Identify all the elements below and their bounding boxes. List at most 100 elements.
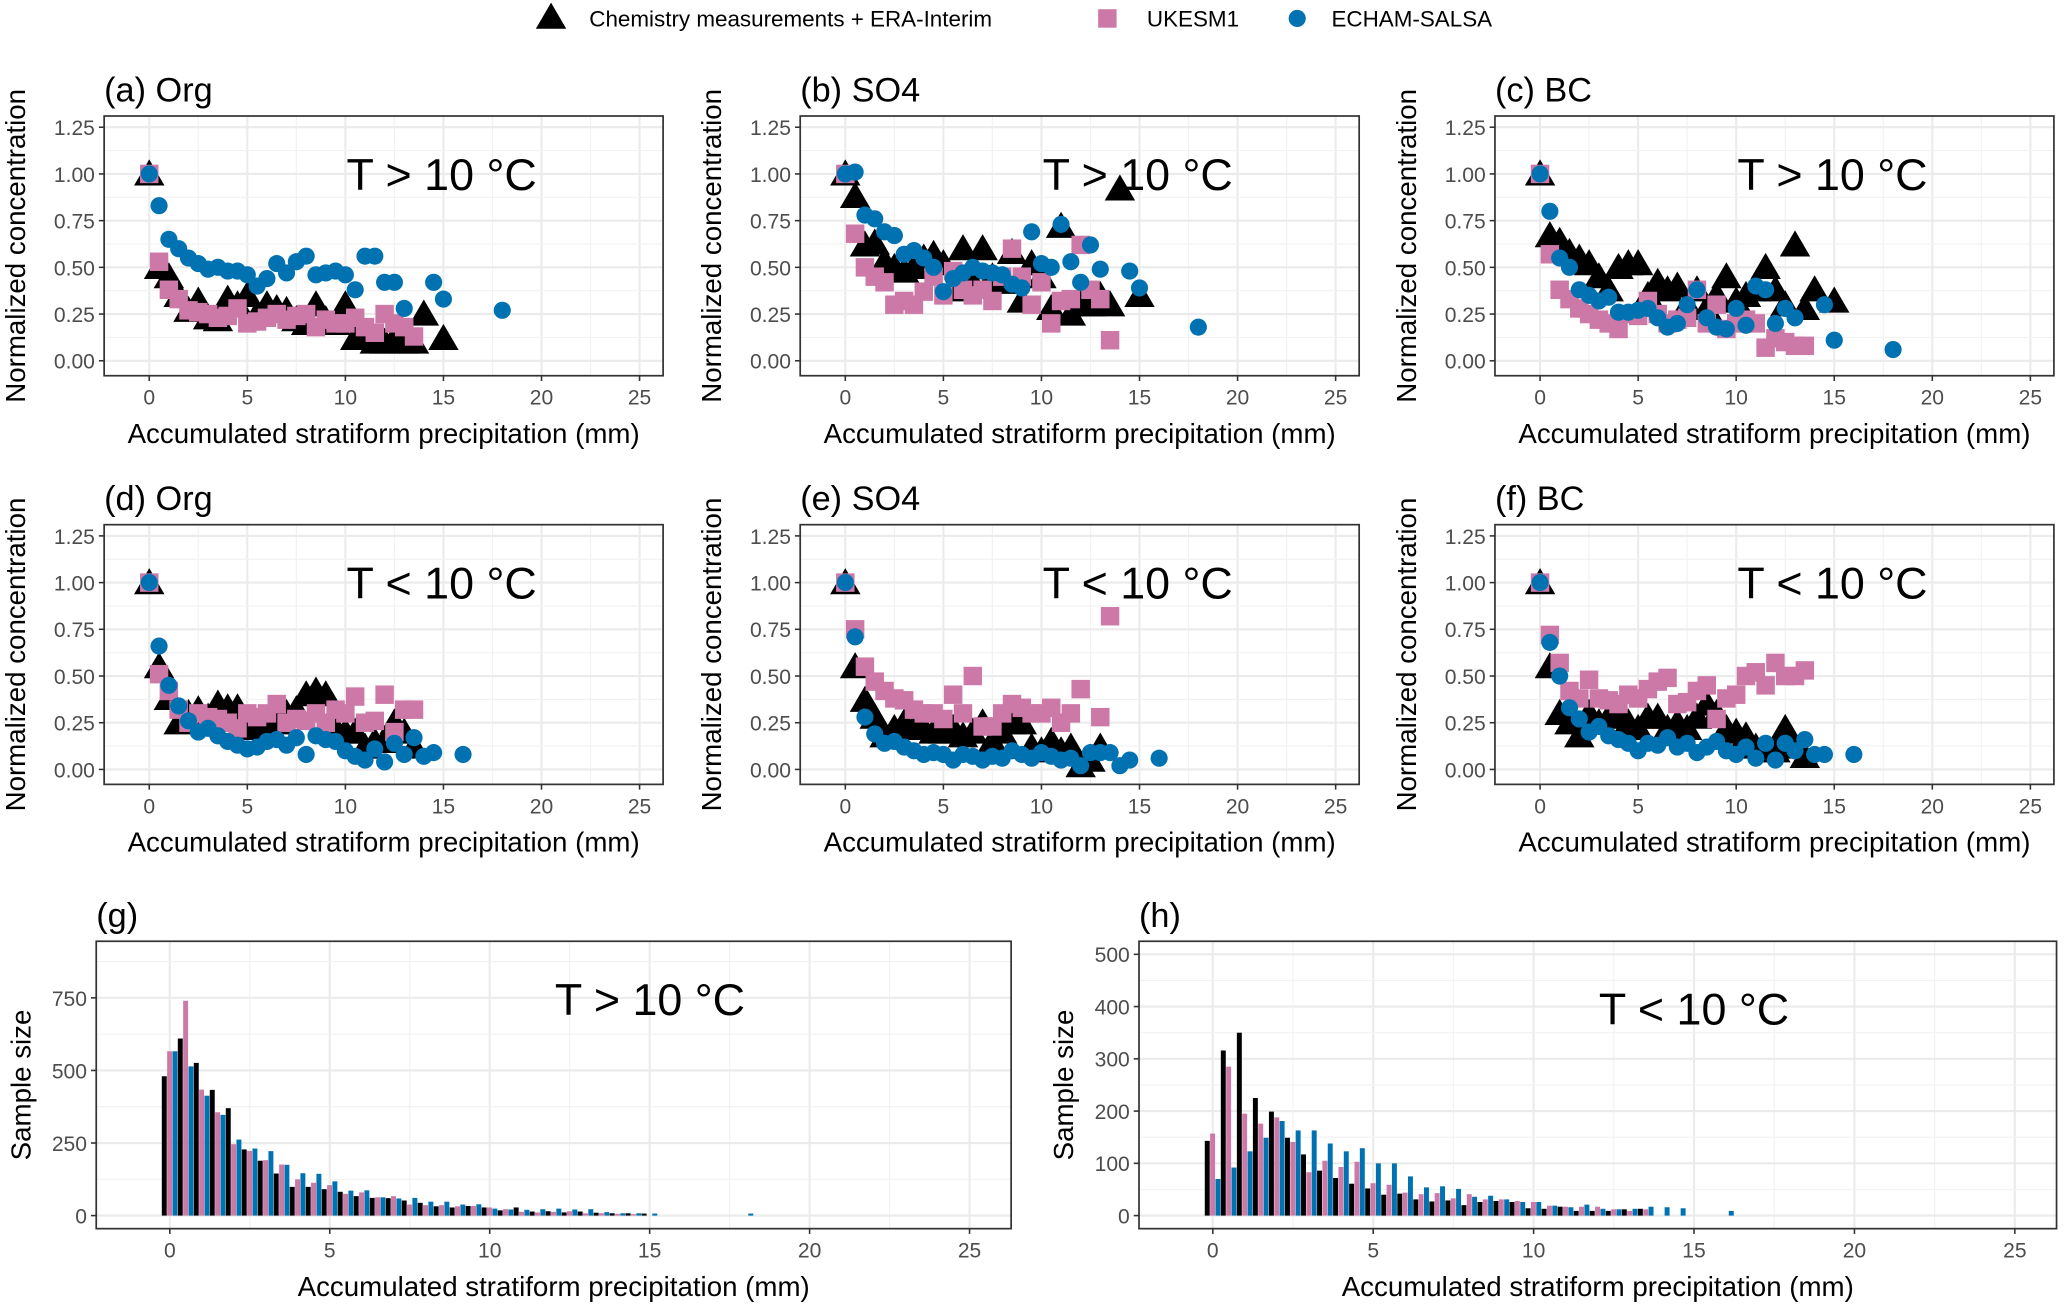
data-point bbox=[434, 290, 453, 308]
data-point bbox=[1795, 661, 1815, 680]
y-tick-label: 1.00 bbox=[1445, 164, 1486, 187]
data-point bbox=[366, 247, 384, 265]
bar bbox=[348, 1190, 354, 1216]
bar bbox=[593, 1212, 599, 1216]
data-point bbox=[179, 712, 198, 730]
data-point bbox=[1766, 751, 1784, 769]
bar bbox=[321, 1189, 327, 1216]
bar bbox=[465, 1206, 471, 1216]
bar bbox=[1611, 1209, 1617, 1216]
bar bbox=[220, 1114, 226, 1216]
bar bbox=[567, 1211, 572, 1216]
data-point bbox=[258, 269, 276, 288]
data-point bbox=[1727, 299, 1745, 318]
y-tick-label: 1.00 bbox=[750, 573, 791, 596]
bar bbox=[1509, 1202, 1515, 1216]
x-tick-label: 25 bbox=[1324, 387, 1347, 410]
bar bbox=[385, 1198, 391, 1216]
x-tick-label: 0 bbox=[1207, 1240, 1219, 1263]
data-point bbox=[855, 657, 875, 676]
x-tick-label: 10 bbox=[1030, 795, 1053, 818]
data-point bbox=[1052, 215, 1070, 233]
bar bbox=[268, 1151, 274, 1216]
x-tick-label: 5 bbox=[938, 387, 950, 410]
legend-label: ECHAM-SALSA bbox=[1331, 6, 1492, 31]
y-axis-title: Normalized concentration bbox=[1391, 89, 1422, 403]
x-tick-label: 0 bbox=[143, 795, 155, 818]
bar bbox=[1573, 1210, 1579, 1216]
bar bbox=[1488, 1195, 1494, 1216]
panel-h: 0 5 10 15 20 25 0 100 200 300 400 500 Accumulated st… bbox=[1048, 897, 2058, 1302]
bar bbox=[1274, 1117, 1280, 1216]
bar bbox=[572, 1209, 578, 1216]
data-point bbox=[1707, 295, 1726, 314]
bar bbox=[337, 1191, 343, 1216]
data-point bbox=[1795, 336, 1815, 356]
y-tick-label: 0.50 bbox=[54, 666, 95, 689]
bar bbox=[519, 1211, 524, 1216]
x-tick-label: 15 bbox=[1823, 795, 1846, 818]
y-tick-label: 300 bbox=[1095, 1049, 1130, 1072]
data-point bbox=[1531, 165, 1549, 183]
plot-border bbox=[1494, 115, 2055, 377]
bar bbox=[417, 1202, 423, 1216]
y-tick-label: 0.50 bbox=[1445, 257, 1486, 280]
bar bbox=[1546, 1205, 1552, 1216]
data-marks bbox=[830, 568, 1168, 778]
data-point bbox=[385, 273, 403, 291]
plot-border bbox=[103, 115, 664, 377]
data-point bbox=[856, 708, 874, 726]
bar bbox=[476, 1204, 482, 1216]
bar bbox=[407, 1204, 413, 1216]
bar bbox=[1450, 1198, 1456, 1216]
bar bbox=[1413, 1199, 1419, 1216]
bar bbox=[641, 1213, 647, 1216]
series-echam-salsa bbox=[140, 165, 511, 319]
y-tick-label: 250 bbox=[52, 1133, 87, 1156]
y-tick-label: 0.75 bbox=[750, 619, 791, 642]
data-point bbox=[934, 283, 952, 301]
y-tick-label: 0.25 bbox=[54, 713, 95, 736]
bar bbox=[614, 1213, 620, 1216]
data-point bbox=[376, 753, 394, 771]
data-point bbox=[425, 273, 443, 291]
x-tick-label: 25 bbox=[2003, 1240, 2026, 1263]
temperature-annotation: T > 10 °C bbox=[555, 975, 745, 1025]
data-point bbox=[859, 228, 890, 255]
panel-title: (e) SO4 bbox=[800, 480, 920, 518]
bar bbox=[1637, 1208, 1643, 1216]
bar bbox=[599, 1213, 604, 1216]
bar bbox=[1461, 1205, 1467, 1216]
bar bbox=[1498, 1199, 1504, 1216]
y-tick-label: 1.25 bbox=[750, 526, 791, 549]
bar bbox=[375, 1197, 381, 1216]
bar bbox=[231, 1144, 237, 1216]
y-tick-label: 500 bbox=[1095, 944, 1130, 967]
x-tick-label: 0 bbox=[143, 387, 155, 410]
y-tick-label: 1.00 bbox=[750, 164, 791, 187]
bar bbox=[1418, 1194, 1424, 1216]
data-point bbox=[934, 709, 953, 729]
data-marks bbox=[1204, 1032, 1734, 1216]
bar bbox=[412, 1197, 418, 1216]
x-tick-label: 25 bbox=[958, 1240, 981, 1263]
x-tick-label: 15 bbox=[432, 387, 455, 410]
temperature-annotation: T > 10 °C bbox=[347, 150, 537, 200]
bar bbox=[481, 1207, 487, 1216]
x-tick-label: 0 bbox=[1534, 387, 1546, 410]
data-point bbox=[846, 163, 864, 181]
x-tick-label: 20 bbox=[798, 1240, 821, 1263]
plot-border bbox=[95, 940, 1012, 1230]
bar bbox=[369, 1197, 375, 1216]
bar bbox=[1482, 1199, 1488, 1216]
bar bbox=[524, 1209, 530, 1216]
series-chemistry-measurements-era-interim bbox=[161, 1038, 647, 1216]
y-axis-title: Normalized concentration bbox=[0, 89, 31, 403]
data-point bbox=[1564, 721, 1595, 748]
data-point bbox=[845, 224, 865, 243]
bar bbox=[327, 1185, 333, 1216]
x-tick-label: 25 bbox=[1324, 795, 1347, 818]
bar bbox=[577, 1211, 583, 1216]
data-point bbox=[1697, 676, 1716, 695]
